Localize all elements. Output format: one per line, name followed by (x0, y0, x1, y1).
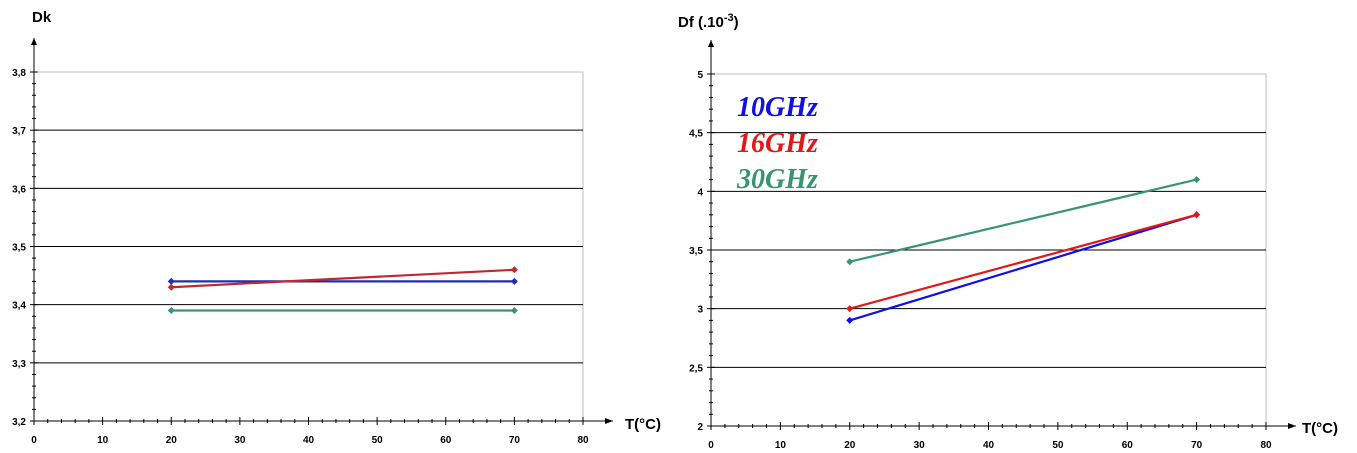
x-tick-label: 70 (1191, 440, 1203, 451)
legend-entry: 30GHz (736, 164, 818, 195)
y-tick-label: 3,5 (12, 243, 26, 254)
y-axis-title-main: Df (.10 (678, 14, 724, 31)
y-tick-label: 2 (697, 422, 703, 433)
dk-chart: 3,2 3,3 3,4 3,5 3,6 3,7 3,8 0 10 20 30 40 50 60 70 80 Dk… (12, 9, 661, 446)
y-axis-arrow (31, 38, 37, 45)
series-line (171, 268, 515, 289)
x-tick-label: 50 (1052, 440, 1064, 451)
x-tick-label: 80 (1260, 440, 1272, 451)
y-axis-title: Df (.10-3) (678, 12, 739, 31)
y-axis-arrow (708, 40, 714, 47)
y-tick-label: 5 (697, 70, 703, 81)
y-tick-label: 2,5 (689, 363, 703, 374)
x-tick-label: 40 (303, 435, 315, 446)
data-point (510, 277, 518, 285)
x-tick-label: 0 (31, 435, 37, 446)
x-tick-label: 70 (509, 435, 521, 446)
y-tick-label: 3,2 (12, 417, 26, 428)
x-tick-label: 80 (577, 435, 589, 446)
data-point (846, 258, 854, 266)
data-point (510, 266, 518, 274)
x-axis-title: T(°C) (625, 416, 661, 433)
y-axis-title-suffix: ) (734, 14, 739, 31)
legend-entry: 16GHz (737, 128, 818, 159)
x-tick-label: 60 (440, 435, 452, 446)
data-point (1193, 211, 1201, 219)
y-axis-title-main: Dk (32, 9, 52, 26)
x-tick-label: 50 (372, 435, 384, 446)
y-axis-title: Dk (32, 9, 52, 26)
y-tick-label: 3 (697, 305, 703, 316)
data-point (510, 306, 518, 314)
y-tick-label: 3,8 (12, 68, 26, 79)
data-point (167, 277, 175, 285)
y-tick-label: 3,6 (12, 184, 26, 195)
y-tick-label: 4 (697, 187, 703, 198)
series-line (849, 213, 1197, 322)
x-axis-title: T(°C) (1302, 420, 1338, 437)
y-tick-label: 3,3 (12, 359, 26, 370)
y-axis-title-sup: -3 (724, 12, 734, 24)
y-tick-label: 3,5 (689, 246, 703, 257)
y-tick-label: 3,4 (12, 301, 26, 312)
series-line (849, 178, 1197, 263)
data-point (1193, 176, 1201, 184)
x-tick-label: 30 (914, 440, 926, 451)
x-tick-label: 10 (97, 435, 109, 446)
series-line (849, 213, 1197, 310)
data-point (167, 283, 175, 291)
x-tick-label: 60 (1122, 440, 1134, 451)
data-point (167, 306, 175, 314)
x-tick-label: 20 (166, 435, 178, 446)
data-point (846, 305, 854, 313)
x-axis-arrow (1288, 423, 1296, 429)
x-tick-label: 20 (844, 440, 856, 451)
x-tick-label: 10 (775, 440, 787, 451)
y-tick-label: 4,5 (689, 129, 703, 140)
y-tick-label: 3,7 (12, 126, 26, 137)
legend-entry: 10GHz (737, 92, 818, 123)
x-tick-label: 40 (983, 440, 995, 451)
x-axis-arrow (605, 418, 613, 424)
x-tick-label: 30 (234, 435, 246, 446)
x-tick-label: 0 (708, 440, 714, 451)
data-point (846, 316, 854, 324)
